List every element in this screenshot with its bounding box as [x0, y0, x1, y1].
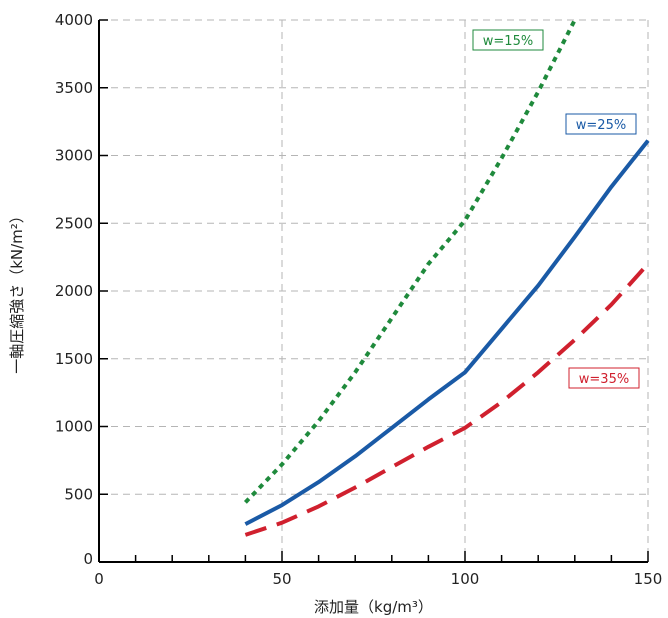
- series-lines: [243, 19, 650, 537]
- series-line-w=35%: [244, 262, 650, 537]
- y-tick-label: 4000: [55, 11, 93, 29]
- x-tick-label: 0: [94, 570, 104, 588]
- series-label-box: [565, 113, 637, 135]
- y-tick-label: 500: [64, 485, 93, 503]
- y-axis-title: 一軸圧縮強さ（kN/m²）: [8, 208, 26, 374]
- x-tick-label: 150: [634, 570, 663, 588]
- y-tick-label: 1500: [55, 350, 93, 368]
- x-tick-label: 50: [272, 570, 291, 588]
- x-axis-title: 添加量（kg/m³）: [314, 598, 433, 616]
- grid-lines: [99, 19, 649, 562]
- y-tick-label: 0: [83, 550, 93, 568]
- series-label-text: w=15%: [483, 34, 533, 49]
- y-tick-label: 3000: [55, 147, 93, 165]
- y-tick-label: 3500: [55, 79, 93, 97]
- y-tick-label: 2500: [55, 214, 93, 232]
- series-label-box: [568, 367, 640, 389]
- y-tick-label: 1000: [55, 418, 93, 436]
- axes: [98, 19, 649, 563]
- series-label-text: w=35%: [579, 372, 629, 387]
- series-line-w=25%: [244, 139, 650, 526]
- x-tick-label: 100: [451, 570, 480, 588]
- series-line-w=15%: [243, 19, 577, 504]
- series-labels: w=15% w=25% w=35%: [472, 29, 640, 389]
- tick-labels: 0 50 100 1500500100015002000250030003500400…: [55, 11, 663, 588]
- series-label-w=15%: w=15%: [472, 29, 544, 51]
- series-label-box: [472, 29, 544, 51]
- y-tick-label: 2000: [55, 282, 93, 300]
- series-label-text: w=25%: [576, 118, 626, 133]
- series-label-w=25%: w=25%: [565, 113, 637, 135]
- series-label-w=35%: w=35%: [568, 367, 640, 389]
